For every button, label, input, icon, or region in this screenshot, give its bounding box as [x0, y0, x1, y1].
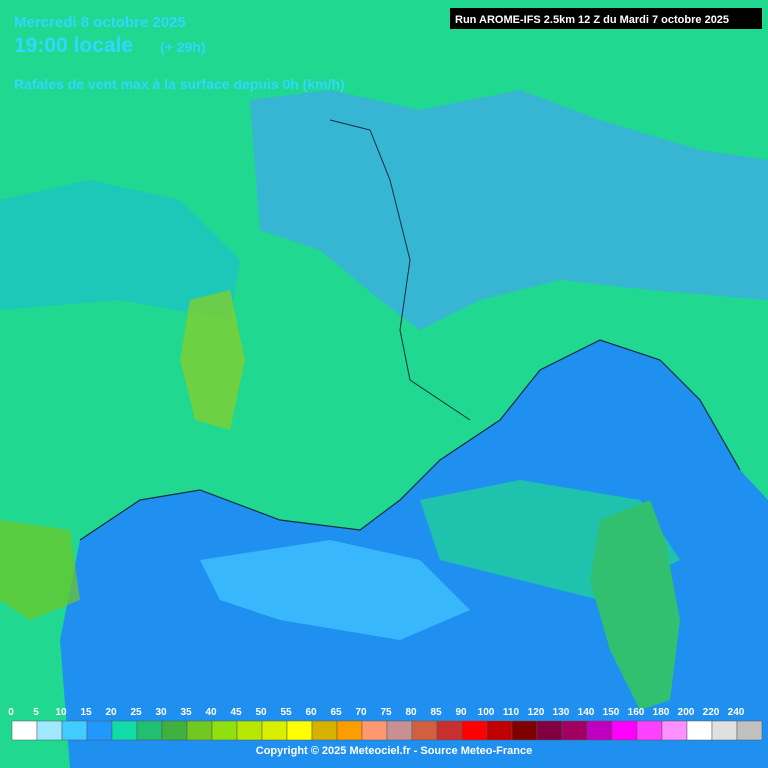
- legend-label: 110: [503, 707, 520, 718]
- legend-label: 80: [405, 707, 417, 718]
- legend-label: 40: [205, 707, 217, 718]
- offset-label: (+ 29h): [160, 39, 206, 55]
- legend-swatch: [86, 720, 113, 741]
- legend-label: 150: [603, 707, 620, 718]
- legend-swatch: [611, 720, 638, 741]
- legend-label: 30: [155, 707, 167, 718]
- sea-patch: [200, 540, 470, 640]
- legend-swatch: [311, 720, 338, 741]
- legend-label: 160: [628, 707, 645, 718]
- sea: [60, 340, 768, 768]
- legend-swatch: [361, 720, 388, 741]
- legend-swatch: [536, 720, 563, 741]
- legend-swatch: [711, 720, 738, 741]
- legend-swatch: [186, 720, 213, 741]
- legend-swatch: [211, 720, 238, 741]
- legend-swatch: [161, 720, 188, 741]
- legend-label: 220: [703, 707, 720, 718]
- legend-label: 130: [553, 707, 570, 718]
- high-wind-zone: [0, 520, 80, 620]
- legend-swatch: [261, 720, 288, 741]
- legend-swatch: [236, 720, 263, 741]
- legend-swatch: [61, 720, 88, 741]
- legend-swatch: [686, 720, 713, 741]
- legend-label: 120: [528, 707, 545, 718]
- legend-label: 100: [478, 707, 495, 718]
- legend-swatch: [561, 720, 588, 741]
- parameter-label: Rafales de vent max à la surface depuis …: [14, 76, 345, 92]
- legend-label: 45: [230, 707, 242, 718]
- legend-label: 15: [80, 707, 92, 718]
- legend-swatch: [461, 720, 488, 741]
- time-label: 19:00 locale: [14, 34, 133, 57]
- legend-label: 10: [55, 707, 67, 718]
- legend-swatch: [586, 720, 613, 741]
- legend-swatch: [11, 720, 38, 741]
- legend-swatch: [736, 720, 763, 741]
- legend-label: 0: [8, 707, 14, 718]
- legend-label: 180: [653, 707, 670, 718]
- legend-swatch: [136, 720, 163, 741]
- legend-swatch: [636, 720, 663, 741]
- legend-label: 240: [728, 707, 745, 718]
- legend-label: 200: [678, 707, 695, 718]
- legend-swatch: [386, 720, 413, 741]
- legend-label: 70: [355, 707, 367, 718]
- inland-region: [0, 180, 240, 320]
- alps-region: [250, 90, 768, 330]
- legend-swatch: [411, 720, 438, 741]
- legend-label: 60: [305, 707, 317, 718]
- high-wind-zone: [180, 290, 245, 430]
- legend-swatch: [511, 720, 538, 741]
- legend-label: 5: [33, 707, 39, 718]
- run-label: Run AROME-IFS 2.5km 12 Z du Mardi 7 octo…: [455, 14, 729, 26]
- legend-swatch: [286, 720, 313, 741]
- corsica: [590, 500, 680, 710]
- legend-label: 35: [180, 707, 192, 718]
- legend-label: 140: [578, 707, 595, 718]
- legend-swatch: [336, 720, 363, 741]
- legend-label: 25: [130, 707, 142, 718]
- legend-swatch: [661, 720, 688, 741]
- legend-label: 85: [430, 707, 442, 718]
- legend-label: 75: [380, 707, 392, 718]
- legend-label: 55: [280, 707, 292, 718]
- legend-swatch: [36, 720, 63, 741]
- legend-label: 65: [330, 707, 342, 718]
- legend-label: 90: [455, 707, 467, 718]
- legend: 0 5 10 15 20 25 30 35 40 45 50 55 60 65 70 75 80 85 90 100 1…: [8, 707, 763, 741]
- date-label: Mercredi 8 octobre 2025: [14, 14, 186, 31]
- copyright: Copyright © 2025 Meteociel.fr - Source M…: [256, 745, 532, 757]
- legend-swatch: [486, 720, 513, 741]
- legend-label: 20: [105, 707, 117, 718]
- legend-swatch: [111, 720, 138, 741]
- legend-swatch: [436, 720, 463, 741]
- border-line: [329, 119, 471, 421]
- coastline: [79, 339, 741, 541]
- legend-label: 50: [255, 707, 267, 718]
- run-box: [450, 8, 762, 29]
